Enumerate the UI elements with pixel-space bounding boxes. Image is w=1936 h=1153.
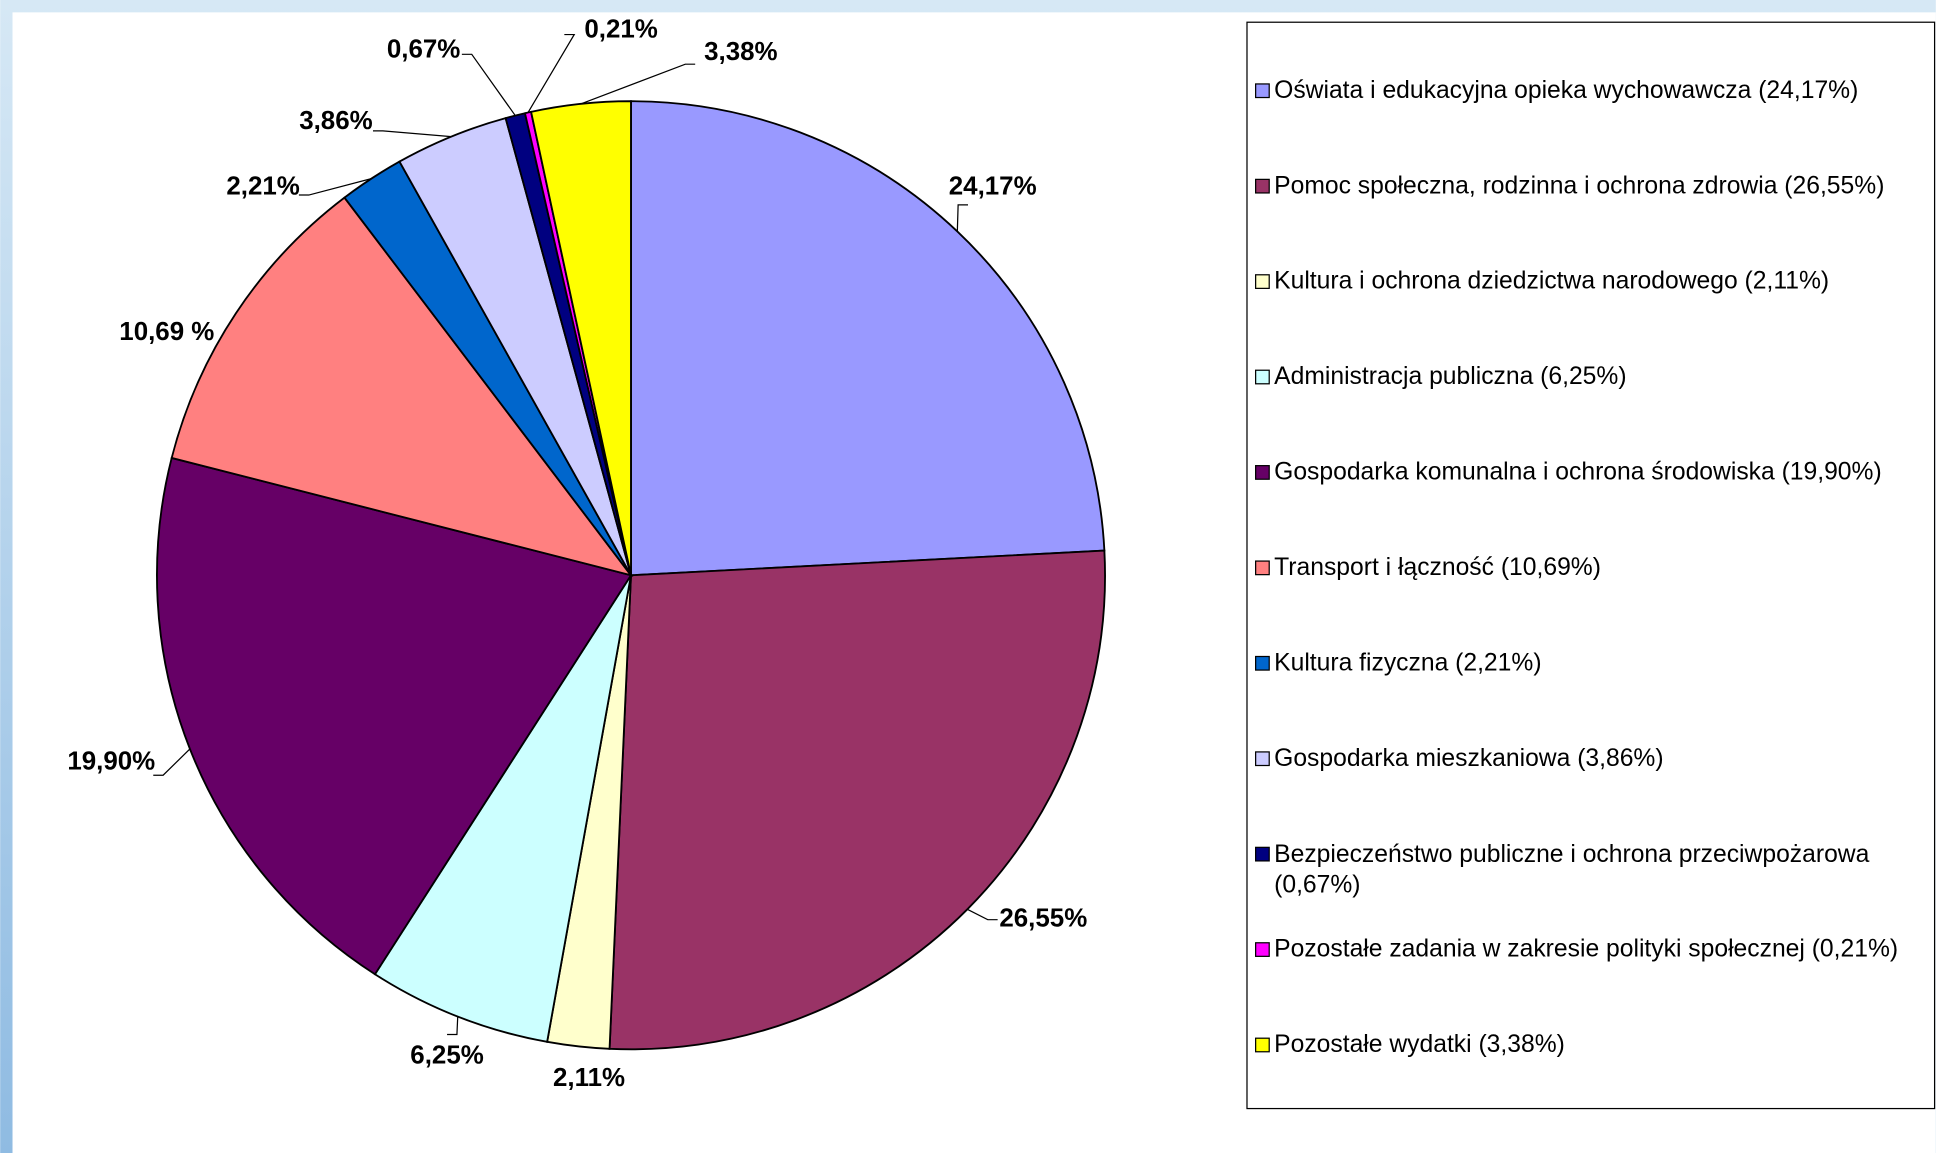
data-label: 26,55% <box>999 905 1087 933</box>
pie-slice <box>170 196 634 577</box>
data-label: 24,17% <box>949 172 1037 200</box>
leader-line <box>461 53 516 116</box>
legend-swatch <box>1255 274 1270 289</box>
legend-label: Bezpieczeństwo publiczne i ochrona przec… <box>1274 840 1869 898</box>
pie-slice <box>156 456 633 976</box>
leader-line <box>527 33 576 113</box>
legend-label: Pomoc społeczna, rodzinna i ochrona zdro… <box>1274 172 1884 199</box>
legend-swatch <box>1255 560 1270 576</box>
legend-label-line: Bezpieczeństwo publiczne i ochrona przec… <box>1274 840 1869 867</box>
leader-line <box>580 63 696 105</box>
legend-swatch <box>1255 465 1270 480</box>
legend-label-line: (0,67%) <box>1274 871 1360 898</box>
data-label: 0,67% <box>387 35 460 63</box>
data-label: 10,69 % <box>119 318 214 346</box>
leader-line <box>967 908 998 921</box>
legend-swatch <box>1255 751 1270 767</box>
pie-slice <box>373 574 632 1043</box>
data-label: 6,25% <box>410 1042 483 1070</box>
legend-swatch <box>1255 178 1270 194</box>
legend-label: Kultura i ochrona dziedzictwa narodowego… <box>1274 268 1829 295</box>
legend-label: Gospodarka mieszkaniowa (3,86%) <box>1274 745 1663 772</box>
data-label: 2,11% <box>553 1064 625 1092</box>
data-label: 2,21% <box>226 172 299 200</box>
data-label: 3,86% <box>299 107 372 135</box>
data-label: 19,90% <box>67 748 155 776</box>
legend-label: Gospodarka komunalna i ochrona środowisk… <box>1274 459 1882 486</box>
leader-line <box>447 1016 459 1036</box>
legend-label: Administracja publiczna (6,25%) <box>1274 363 1626 390</box>
legend-swatch <box>1255 942 1270 957</box>
legend-swatch <box>1255 655 1270 671</box>
legend-swatch <box>1255 369 1270 385</box>
data-label: 3,38% <box>704 38 777 66</box>
legend-swatch <box>1255 846 1270 862</box>
legend-swatch <box>1255 1037 1270 1053</box>
legend-label: Pozostałe wydatki (3,38%) <box>1274 1031 1565 1058</box>
leader-line <box>956 204 969 232</box>
legend-box <box>1246 21 1936 1110</box>
legend-label: Oświata i edukacyjna opieka wychowawcza … <box>1274 77 1858 104</box>
leader-line <box>372 130 452 138</box>
legend-swatch <box>1255 83 1270 99</box>
leader-line <box>153 748 191 776</box>
pie-slice <box>608 549 1106 1051</box>
legend-label: Kultura fizyczna (2,21%) <box>1274 649 1541 676</box>
legend-label: Pozostałe zadania w zakresie polityki sp… <box>1274 936 1898 963</box>
leader-line <box>298 178 372 196</box>
legend-label: Transport i łączność (10,69%) <box>1274 554 1601 581</box>
data-label: 0,21% <box>584 16 657 44</box>
